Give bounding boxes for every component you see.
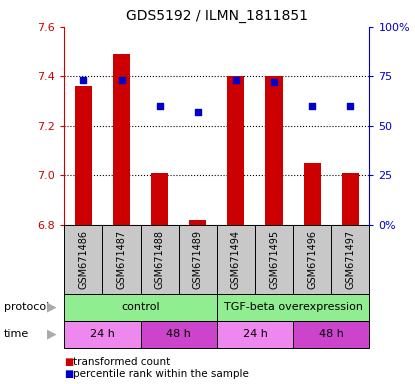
Text: GSM671496: GSM671496 (307, 230, 317, 289)
Text: protocol: protocol (4, 302, 49, 312)
Text: GSM671488: GSM671488 (155, 230, 165, 289)
Bar (75, 86, 92, 225)
Bar (227, 76, 244, 225)
Text: GSM671487: GSM671487 (117, 230, 127, 289)
Text: ▶: ▶ (47, 301, 57, 314)
Text: GSM671489: GSM671489 (193, 230, 203, 289)
Bar (304, 163, 321, 225)
Bar (113, 54, 130, 225)
Text: GSM671497: GSM671497 (345, 230, 355, 289)
Bar (151, 173, 168, 225)
Point (156, 103, 163, 109)
Text: TGF-beta overexpression: TGF-beta overexpression (224, 302, 363, 312)
Point (80, 77, 87, 83)
Text: ■: ■ (64, 369, 73, 379)
Text: percentile rank within the sample: percentile rank within the sample (73, 369, 249, 379)
Text: ▶: ▶ (47, 328, 57, 341)
Bar (189, 220, 206, 225)
Point (118, 77, 125, 83)
Bar (266, 76, 283, 225)
Text: 48 h: 48 h (319, 329, 344, 339)
Point (232, 77, 239, 83)
Text: transformed count: transformed count (73, 357, 170, 367)
Point (309, 103, 315, 109)
Text: ■: ■ (64, 357, 73, 367)
Point (195, 109, 201, 115)
Text: GSM671494: GSM671494 (231, 230, 241, 289)
Text: GSM671495: GSM671495 (269, 230, 279, 289)
Bar (64, 294, 217, 321)
Bar (217, 321, 293, 348)
Bar (342, 173, 359, 225)
Bar (141, 321, 217, 348)
Text: GSM671486: GSM671486 (78, 230, 88, 289)
Text: time: time (4, 329, 29, 339)
Point (271, 79, 277, 85)
Title: GDS5192 / ILMN_1811851: GDS5192 / ILMN_1811851 (126, 9, 308, 23)
Text: 24 h: 24 h (90, 329, 115, 339)
Bar (293, 321, 369, 348)
Bar (217, 294, 369, 321)
Text: control: control (121, 302, 160, 312)
Text: 24 h: 24 h (242, 329, 267, 339)
Bar (64, 321, 141, 348)
Text: 48 h: 48 h (166, 329, 191, 339)
Point (347, 103, 354, 109)
